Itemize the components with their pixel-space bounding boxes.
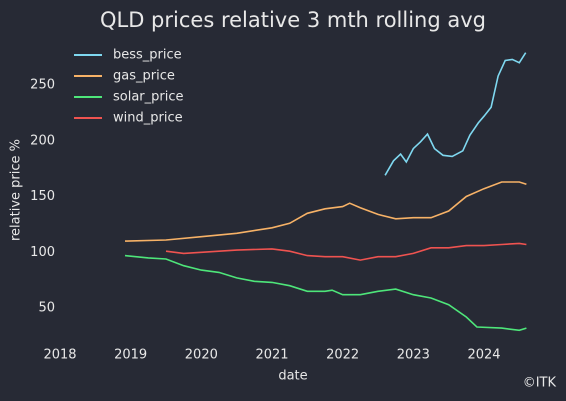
y-axis-label: relative price % (9, 139, 24, 241)
x-tick-label: 2023 (397, 348, 430, 363)
legend-label: gas_price (113, 69, 175, 84)
x-tick-label: 2019 (114, 348, 147, 363)
series-line (124, 254, 527, 332)
chart-title: QLD prices relative 3 mth rolling avg (100, 8, 486, 32)
x-tick-label: 2018 (43, 348, 76, 363)
series-line (384, 52, 527, 176)
credit: ©ITK (523, 376, 557, 391)
y-tick-label: 250 (30, 78, 55, 93)
legend-label: wind_price (113, 111, 183, 126)
series-line (165, 242, 527, 261)
legend-label: solar_price (113, 90, 184, 105)
x-axis-label: date (278, 369, 307, 384)
y-tick-label: 50 (38, 301, 55, 316)
x-tick-label: 2022 (326, 348, 359, 363)
x-tick-label: 2024 (467, 348, 500, 363)
x-tick-label: 2021 (255, 348, 288, 363)
series-line (124, 181, 527, 242)
y-tick-label: 100 (30, 245, 55, 260)
y-tick-label: 200 (30, 133, 55, 148)
legend-label: bess_price (113, 48, 182, 63)
x-tick-label: 2020 (185, 348, 218, 363)
y-tick-label: 150 (30, 189, 55, 204)
